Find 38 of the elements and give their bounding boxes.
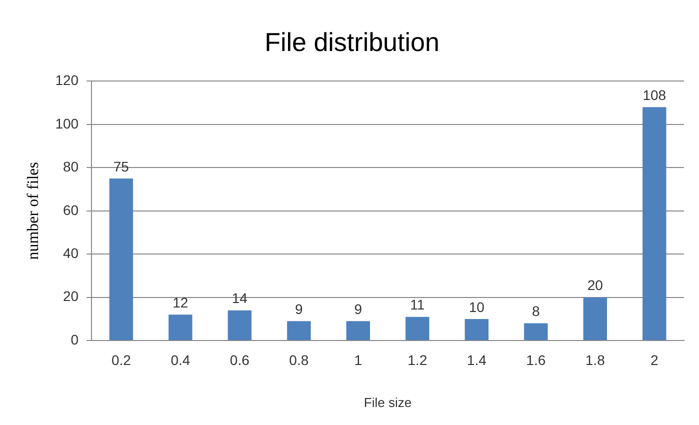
x-tick-label: 1.4 xyxy=(466,352,487,368)
y-tick-label: 0 xyxy=(70,331,79,348)
data-label: 9 xyxy=(295,301,304,318)
chart-title: File distribution xyxy=(264,26,440,57)
data-label: 12 xyxy=(172,294,188,311)
x-axis-title: File size xyxy=(364,394,412,410)
bar xyxy=(583,297,607,340)
data-label: 11 xyxy=(410,296,425,313)
bar xyxy=(168,314,192,340)
y-axis-title: number of files xyxy=(24,162,42,260)
data-label: 20 xyxy=(587,277,604,294)
y-tick-label: 40 xyxy=(62,244,79,261)
x-tick-label: 1.6 xyxy=(526,352,546,368)
bar xyxy=(524,323,548,340)
data-label: 9 xyxy=(354,301,362,318)
x-tick-label: 0.6 xyxy=(230,352,250,368)
y-tick-label: 120 xyxy=(55,72,79,88)
x-tick-label: 2 xyxy=(650,352,658,368)
x-tick-label: 0.4 xyxy=(170,352,190,368)
x-tick-label: 1 xyxy=(354,352,362,368)
data-label: 108 xyxy=(642,87,666,103)
data-label: 10 xyxy=(468,298,485,315)
data-label: 8 xyxy=(532,303,540,320)
bar xyxy=(228,310,252,340)
bar xyxy=(346,321,370,340)
y-tick-label: 60 xyxy=(62,202,79,218)
x-tick-label: 1.8 xyxy=(585,352,606,368)
y-tick-label: 80 xyxy=(62,158,79,175)
y-tick-label: 20 xyxy=(62,288,79,304)
y-tick-label: 100 xyxy=(55,115,79,132)
x-tick-label: 0.2 xyxy=(111,352,132,368)
x-tick-label: 1.2 xyxy=(408,352,428,368)
x-tick-label: 0.8 xyxy=(289,352,309,368)
bar xyxy=(109,178,134,340)
bar xyxy=(406,316,430,340)
bar xyxy=(464,318,488,340)
bar xyxy=(287,321,311,340)
bar xyxy=(642,107,666,340)
